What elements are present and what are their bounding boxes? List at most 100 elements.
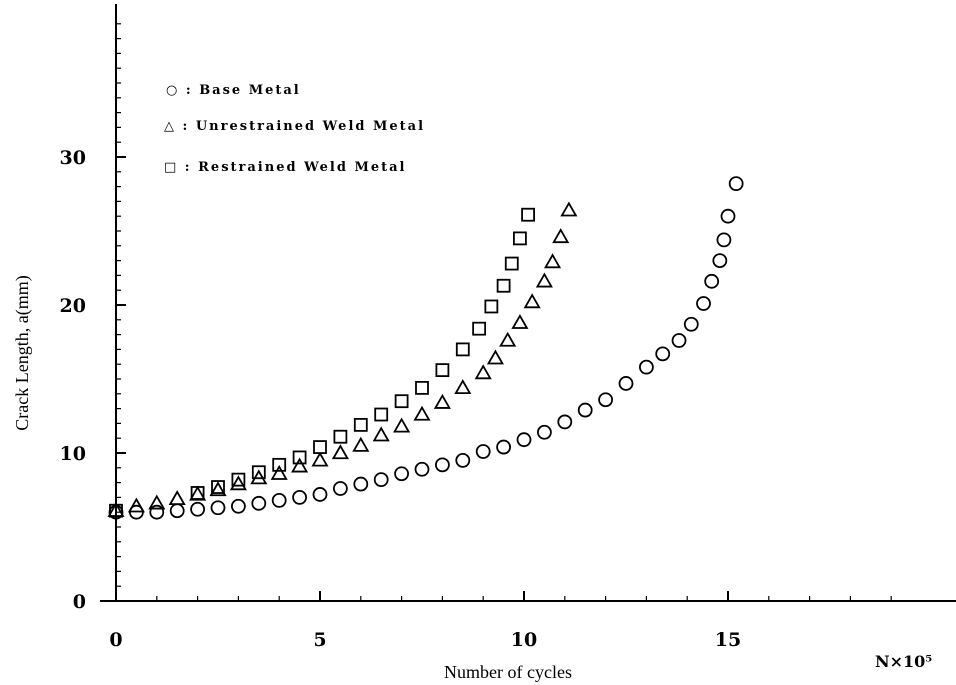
circle-marker: [312, 487, 328, 502]
circle-marker: [537, 424, 552, 440]
circle-marker: [434, 457, 450, 473]
circle-marker: [414, 461, 430, 477]
triangle-marker: [486, 349, 504, 365]
triangle-marker: [372, 426, 390, 442]
square-marker: [484, 299, 499, 314]
y-tick-label: 20: [60, 295, 86, 317]
triangle-marker: [331, 444, 349, 460]
triangle-marker: [168, 490, 186, 506]
square-marker: [231, 472, 246, 487]
triangle-marker: [499, 331, 517, 347]
circle-marker: [720, 208, 736, 224]
tick-labels: 0 10 20 30 0 5 10 15: [60, 147, 742, 651]
x-axis-unit-label: N×10⁵: [875, 652, 932, 671]
square-marker: [353, 417, 368, 432]
triangle-marker: [270, 464, 288, 480]
square-marker: [513, 231, 527, 246]
circle-marker: [353, 476, 369, 492]
square-marker: [292, 450, 307, 465]
triangle-marker: [511, 313, 529, 329]
x-axis-title: Number of cycles: [444, 662, 572, 682]
square-marker: [472, 321, 487, 336]
circle-marker: [210, 500, 226, 516]
series-triangle: [107, 201, 578, 517]
triangle-marker: [535, 272, 553, 288]
series-square: [109, 207, 535, 518]
triangle-marker: [291, 457, 309, 473]
circle-marker: [169, 503, 185, 519]
y-tick-label: 30: [60, 147, 86, 169]
square-marker: [251, 465, 266, 480]
circle-marker: [149, 504, 165, 520]
circle-marker: [704, 273, 720, 289]
square-marker: [374, 407, 389, 422]
triangle-marker: [560, 201, 578, 217]
square-marker: [504, 256, 519, 271]
circle-marker: [230, 498, 246, 514]
circle-marker: [292, 489, 308, 505]
square-marker: [435, 363, 450, 378]
square-marker: [394, 394, 409, 409]
circle-marker: [618, 376, 634, 391]
data-marks: [107, 176, 744, 520]
x-tick-label: 5: [313, 629, 326, 651]
x-tick-label: 10: [511, 629, 537, 651]
square-marker: [109, 503, 123, 518]
triangle-marker: [311, 451, 329, 467]
triangle-marker: [127, 497, 145, 513]
square-marker: [521, 207, 535, 222]
legend-entry-unrestrained-weld-metal: △ : Unrestrained Weld Metal: [164, 119, 425, 134]
square-marker: [272, 457, 287, 472]
circle-marker: [394, 466, 410, 482]
circle-marker: [598, 392, 613, 408]
legend: ○ : Base Metal △ : Unrestrained Weld Met…: [164, 83, 425, 175]
triangle-marker: [352, 436, 370, 452]
square-marker: [455, 342, 470, 357]
circle-marker: [696, 296, 711, 311]
circle-marker: [557, 414, 573, 430]
circle-marker: [639, 359, 654, 375]
x-tick-label: 0: [109, 629, 122, 651]
triangle-marker: [552, 228, 570, 244]
circle-marker: [251, 495, 267, 511]
triangle-marker: [413, 405, 431, 421]
circle-marker: [683, 316, 699, 332]
series-circle: [108, 176, 744, 520]
circle-marker: [455, 452, 471, 468]
triangle-marker: [148, 494, 166, 510]
minor-ticks: [116, 23, 892, 601]
circle-marker: [716, 232, 732, 248]
y-tick-label: 0: [73, 591, 86, 613]
triangle-marker: [250, 469, 268, 485]
circle-marker: [475, 444, 491, 459]
triangle-marker: [209, 481, 227, 497]
circle-marker: [373, 472, 389, 488]
triangle-marker: [393, 417, 411, 433]
circle-marker: [332, 481, 348, 496]
triangle-marker: [189, 485, 207, 501]
triangle-marker: [454, 379, 472, 395]
square-marker: [190, 486, 205, 500]
square-marker: [211, 480, 225, 494]
y-tick-label: 10: [60, 443, 86, 465]
circle-marker: [271, 492, 287, 508]
axes: [100, 4, 956, 602]
circle-marker: [516, 432, 532, 448]
circle-marker: [728, 176, 744, 192]
y-axis-title: Crack Length, a(mm): [12, 275, 33, 430]
x-tick-label: 15: [715, 629, 741, 651]
triangle-marker: [433, 393, 451, 409]
circle-marker: [655, 346, 671, 362]
square-marker: [333, 429, 348, 444]
square-marker: [313, 440, 327, 454]
square-marker: [496, 278, 511, 293]
triangle-marker: [544, 253, 562, 269]
circle-marker: [496, 439, 512, 455]
triangle-marker: [229, 475, 247, 491]
triangle-marker: [523, 293, 541, 309]
square-marker: [415, 380, 429, 395]
major-ticks: [115, 156, 729, 602]
circle-marker: [671, 333, 687, 348]
circle-marker: [577, 402, 593, 418]
